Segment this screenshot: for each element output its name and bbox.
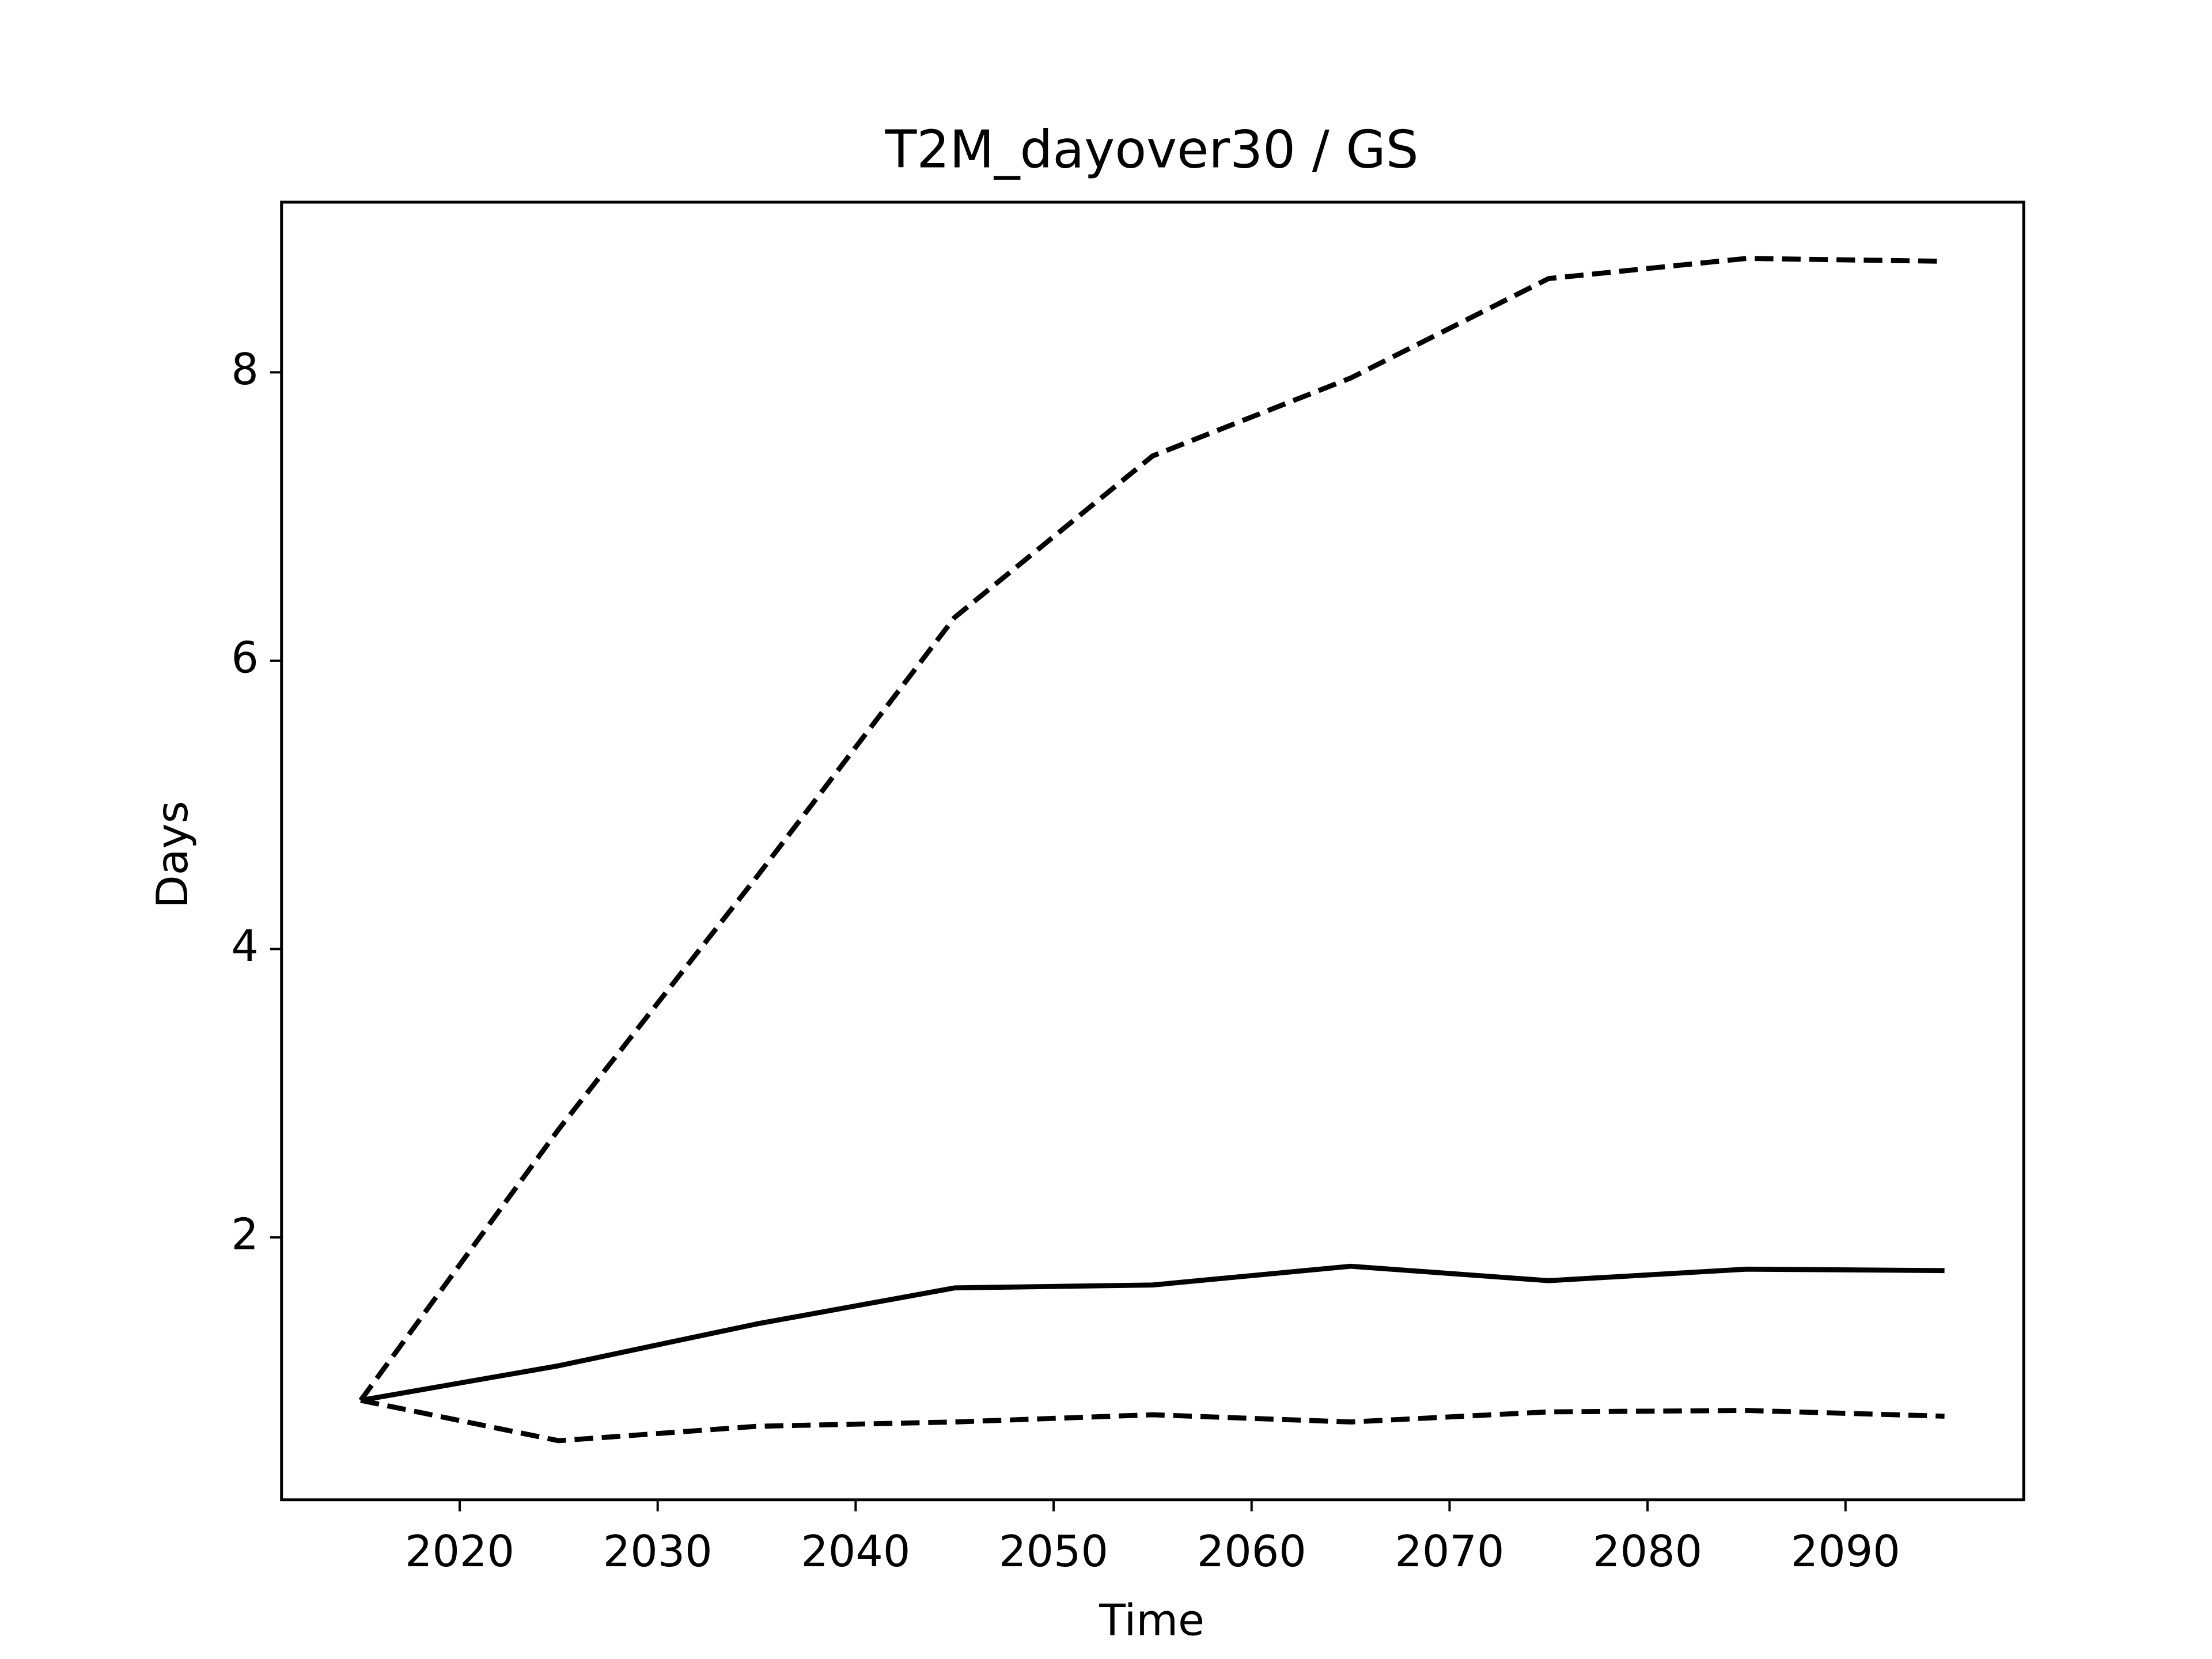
y-tick-label: 8: [231, 344, 258, 395]
y-tick-label: 6: [231, 632, 258, 683]
x-tick-label: 2030: [603, 1527, 713, 1577]
line-series: [360, 1263, 1945, 1403]
x-tick-label: 2090: [1791, 1527, 1900, 1577]
x-tick-label: 2070: [1395, 1527, 1504, 1577]
x-axis-label: Time: [1099, 1595, 1205, 1645]
x-tick-label: 2040: [801, 1527, 910, 1577]
chart-title: T2M_dayover30 / GS: [885, 120, 1419, 180]
y-tick-label: 2: [231, 1210, 258, 1260]
line-series: [358, 256, 1945, 1402]
plot-frame: [280, 200, 2025, 1502]
line-series: [360, 1397, 1945, 1444]
x-tick-label: 2060: [1197, 1527, 1306, 1577]
y-axis-label: Days: [147, 801, 198, 908]
x-tick-label: 2050: [999, 1527, 1108, 1577]
x-tick-label: 2080: [1593, 1527, 1702, 1577]
y-tick-label: 4: [231, 921, 258, 971]
x-tick-label: 2020: [405, 1527, 514, 1577]
